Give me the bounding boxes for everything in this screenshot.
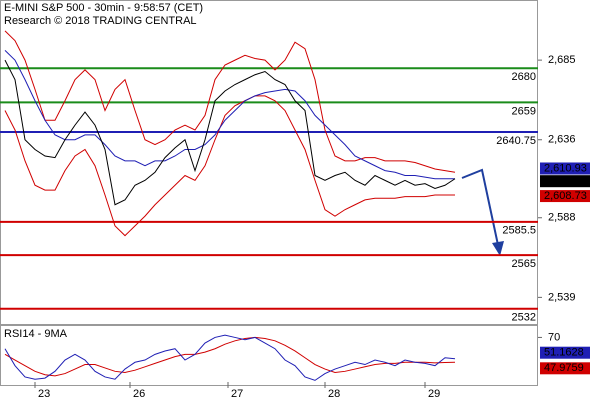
y-tick-label: 2,588 (548, 212, 576, 224)
level-label: 2532 (512, 312, 536, 324)
price-tag (540, 362, 590, 375)
y-tick-label: 2,636 (548, 134, 576, 146)
forecast-arrow (461, 168, 499, 246)
x-tick-label: 23 (38, 388, 50, 400)
price-tag (540, 346, 590, 359)
series-line (4, 50, 455, 180)
rsi-title: RSI14 - 9MA (4, 328, 68, 340)
price-panel (0, 0, 538, 325)
rsi-panel (0, 325, 538, 386)
series-line (4, 336, 456, 377)
price-tag-label: 2,610.93 (544, 162, 587, 174)
series-line (4, 30, 456, 173)
price-tag (540, 190, 590, 203)
level-label: 2680 (512, 71, 536, 83)
series-line (4, 59, 456, 206)
price-tag (540, 162, 590, 175)
level-label: 2659 (512, 105, 536, 117)
level-label: 2565 (512, 258, 536, 270)
series-line (4, 95, 455, 237)
x-tick-label: 29 (428, 388, 440, 400)
y-tick-label: 2,539 (548, 291, 576, 303)
price-tag-label: 2,610.5 (544, 175, 581, 187)
chart-subtitle: Research © 2018 TRADING CENTRAL (4, 15, 197, 27)
price-tag (540, 175, 590, 188)
x-tick-label: 27 (231, 388, 243, 400)
chart-title: E-MINI S&P 500 - 30min - 9:58:57 (CET) (4, 2, 203, 14)
level-label: 2585.5 (502, 225, 536, 237)
y-tick-label: 70 (548, 331, 560, 343)
price-tag-label: 51.1628 (544, 347, 584, 359)
x-tick-label: 26 (133, 388, 145, 400)
x-tick-label: 28 (328, 388, 340, 400)
level-label: 2640.75 (496, 135, 536, 147)
forecast-arrowhead (492, 241, 504, 256)
y-tick-label: 2,685 (548, 54, 576, 66)
price-tag-label: 2,608.73 (544, 190, 587, 202)
series-line (4, 334, 456, 381)
price-tag-label: 47.9759 (544, 362, 584, 374)
